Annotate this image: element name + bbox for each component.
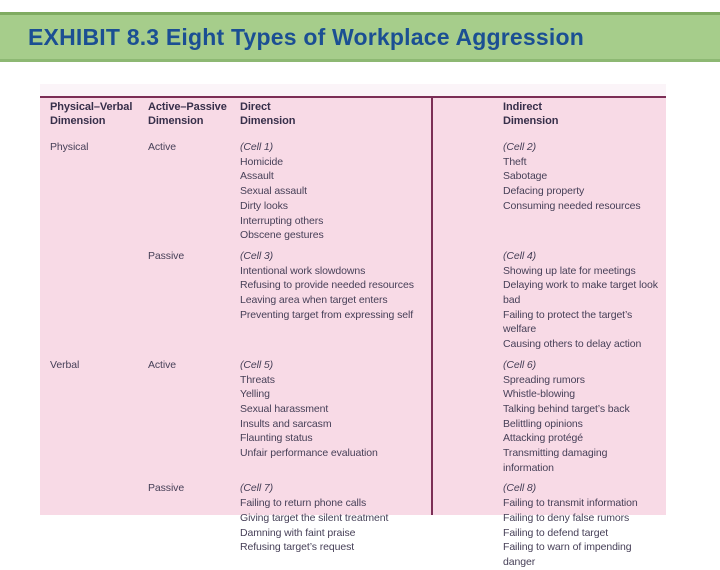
slide-title: EXHIBIT 8.3 Eight Types of Workplace Agg…: [28, 23, 584, 50]
cell-number-label: (Cell 2): [503, 141, 537, 153]
aggression-item: Defacing property: [503, 185, 585, 198]
header-active-passive-dimension: Active–Passive Dimension: [148, 101, 240, 128]
cell-number-label: (Cell 8): [503, 482, 537, 495]
aggression-item: Homicide: [240, 155, 283, 168]
physical-verbal-label: [50, 249, 148, 352]
indirect-cell: (Cell 8) Failing to transmit information F…: [467, 481, 660, 569]
table-content: Physical–Verbal Dimension Active–Passive…: [40, 84, 666, 568]
exhibit-table: Physical–Verbal Dimension Active–Passive…: [40, 84, 666, 568]
aggression-item: Unfair performance evaluation: [240, 447, 378, 460]
table-row: Passive (Cell 7) Failing to return phone c…: [50, 481, 660, 569]
aggression-item: Delaying work to make target look bad: [503, 279, 658, 307]
header-line: Direct: [240, 101, 271, 113]
aggression-item: Threats: [240, 373, 275, 386]
header-line: Dimension: [240, 114, 296, 127]
table-row: Physical Active (Cell 1) Homicide Assault Sex…: [50, 140, 660, 243]
aggression-item: Transmitting damaging information: [503, 447, 608, 474]
header-line: Indirect: [503, 101, 542, 113]
aggression-item: Dirty looks: [240, 199, 288, 212]
aggression-item: Failing to transmit information: [503, 497, 638, 510]
aggression-item: Causing others to delay action: [503, 338, 642, 351]
header-line: Dimension: [148, 114, 204, 127]
indirect-cell: (Cell 6) Spreading rumors Whistle-blowing T…: [467, 358, 660, 476]
table-row: Passive (Cell 3) Intentional work slowdown…: [50, 249, 660, 352]
aggression-item: Damning with faint praise: [240, 526, 356, 539]
aggression-item: Failing to defend target: [503, 526, 609, 539]
cell-number-label: (Cell 6): [503, 358, 537, 371]
active-passive-label: Passive: [148, 249, 185, 262]
direct-cell: (Cell 7) Failing to return phone calls Giv…: [240, 481, 467, 569]
active-passive-label: Passive: [148, 482, 185, 495]
aggression-item: Failing to deny false rumors: [503, 511, 630, 524]
direct-indirect-divider: [431, 96, 433, 515]
aggression-item: Failing to protect the target’s welfare: [503, 308, 633, 336]
aggression-item: Refusing target’s request: [240, 541, 355, 554]
aggression-item: Assault: [240, 170, 274, 183]
header-line: Dimension: [503, 114, 559, 127]
table-row: Verbal Active (Cell 5) Threats Yelling Sexual…: [50, 358, 660, 476]
aggression-item: Obscene gestures: [240, 229, 324, 242]
aggression-item: Consuming needed resources: [503, 199, 641, 212]
aggression-item: Refusing to provide needed resources: [240, 279, 414, 292]
header-line: Physical–Verbal: [50, 101, 133, 113]
cell-number-label: (Cell 5): [240, 358, 274, 371]
direct-cell: (Cell 1) Homicide Assault Sexual assault Dir…: [240, 140, 467, 243]
cell-number-label: (Cell 3): [240, 249, 274, 262]
aggression-item: Insults and sarcasm: [240, 417, 332, 430]
aggression-item: Failing to return phone calls: [240, 497, 367, 510]
aggression-item: Leaving area when target enters: [240, 294, 388, 307]
aggression-item: Talking behind target’s back: [503, 402, 630, 415]
aggression-item: Showing up late for meetings: [503, 264, 636, 277]
aggression-item: Theft: [503, 155, 527, 168]
header-line: Active–Passive: [148, 101, 227, 113]
indirect-cell: (Cell 2) Theft Sabotage Defacing property Co…: [467, 140, 660, 243]
aggression-item: Sexual assault: [240, 185, 307, 198]
title-band: EXHIBIT 8.3 Eight Types of Workplace Agg…: [0, 12, 720, 62]
table-rows: Physical Active (Cell 1) Homicide Assault Sex…: [50, 140, 660, 570]
panel-top-margin: [40, 84, 666, 96]
aggression-item: Failing to warn of impending danger: [503, 541, 632, 568]
aggression-item: Attacking protégé: [503, 432, 584, 445]
cell-number-label: (Cell 4): [503, 249, 537, 262]
active-passive-label: Active: [148, 141, 176, 153]
active-passive-label: Active: [148, 358, 176, 371]
physical-verbal-label: Physical: [50, 141, 89, 153]
aggression-item: Belittling opinions: [503, 417, 583, 430]
aggression-item: Intentional work slowdowns: [240, 264, 366, 277]
indirect-cell: (Cell 4) Showing up late for meetings Dela…: [467, 249, 660, 352]
table-header-row: Physical–Verbal Dimension Active–Passive…: [50, 101, 660, 128]
physical-verbal-label: [50, 481, 148, 569]
aggression-item: Preventing target from expressing self: [240, 308, 414, 321]
aggression-item: Spreading rumors: [503, 373, 585, 386]
aggression-item: Flaunting status: [240, 432, 313, 445]
aggression-item: Sexual harassment: [240, 402, 329, 415]
header-indirect-dimension: Indirect Dimension: [467, 101, 660, 128]
direct-cell: (Cell 5) Threats Yelling Sexual harassment I…: [240, 358, 467, 476]
aggression-item: Sabotage: [503, 170, 548, 183]
header-physical-verbal-dimension: Physical–Verbal Dimension: [50, 101, 148, 128]
direct-cell: (Cell 3) Intentional work slowdowns Refusi…: [240, 249, 467, 352]
physical-verbal-label: Verbal: [50, 358, 80, 371]
aggression-item: Yelling: [240, 388, 270, 401]
header-line: Dimension: [50, 114, 106, 127]
aggression-item: Whistle-blowing: [503, 388, 576, 401]
aggression-item: Giving target the silent treatment: [240, 511, 389, 524]
table-top-rule: [40, 96, 666, 98]
cell-number-label: (Cell 1): [240, 141, 274, 153]
header-direct-dimension: Direct Dimension: [240, 101, 467, 128]
aggression-item: Interrupting others: [240, 214, 324, 227]
cell-number-label: (Cell 7): [240, 482, 274, 495]
